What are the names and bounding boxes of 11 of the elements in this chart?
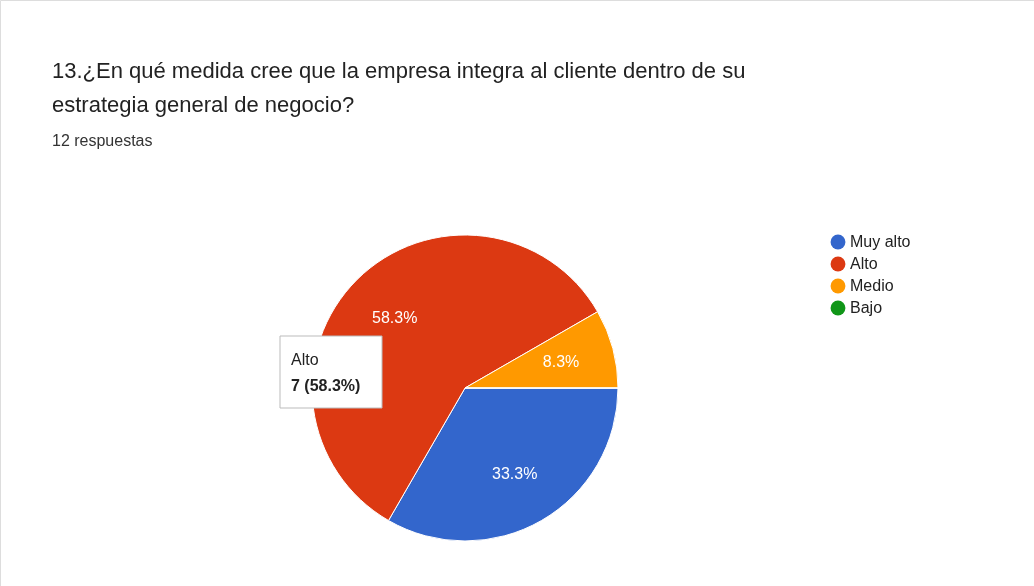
data-label: 8.3% <box>542 353 580 371</box>
text: 12 respuestas <box>52 132 153 149</box>
chart-title: 13.¿En qué medida cree que la empresa integra al cliente dentro de su estrategia general de negocio? <box>52 58 746 117</box>
data-label: 58.3% <box>372 308 418 326</box>
legend-label: Bajo <box>850 299 883 316</box>
data-label: 33.3% <box>492 465 538 483</box>
text: Alto <box>291 351 319 368</box>
legend-label: Muy alto <box>850 233 911 250</box>
legend-label: Medio <box>850 277 894 294</box>
legend-label: Alto <box>850 255 878 272</box>
text: 7 (58.3%) <box>291 377 361 394</box>
